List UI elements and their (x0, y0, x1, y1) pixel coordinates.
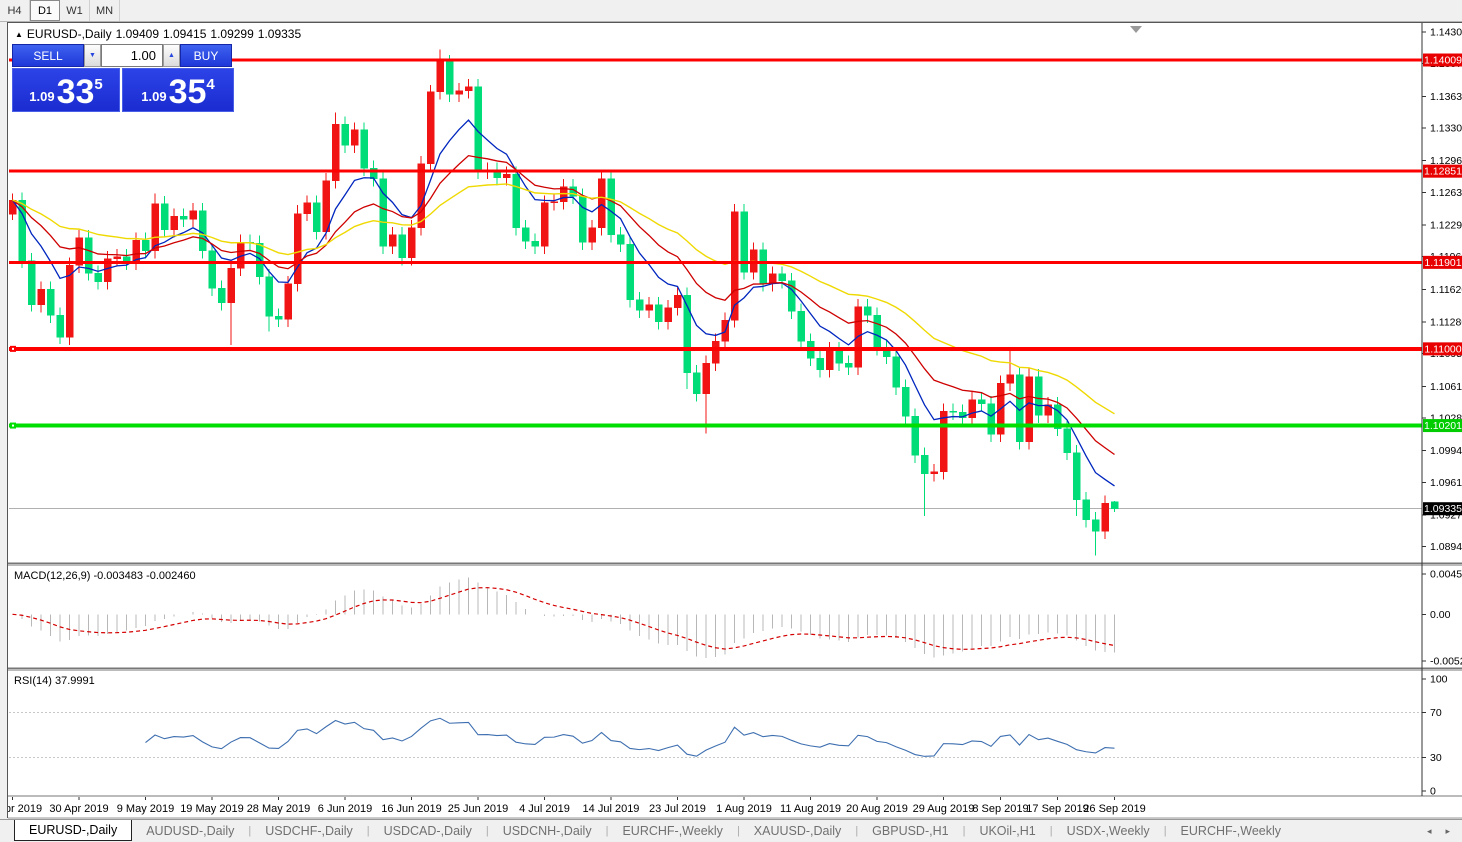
chart-tab-xauusd-daily[interactable]: XAUUSD-,Daily (753, 823, 842, 838)
svg-text:1.09940: 1.09940 (1430, 445, 1462, 457)
chart-tab-usdx-weekly[interactable]: USDX-,Weekly (1066, 823, 1150, 838)
svg-text:30: 30 (1430, 752, 1442, 764)
svg-text:1.11000: 1.11000 (1424, 343, 1461, 355)
open-value: 1.09409 (115, 27, 159, 41)
date-label: 17 Sep 2019 (1026, 803, 1088, 815)
high-value: 1.09415 (163, 27, 207, 41)
chart-tab-audusd-daily[interactable]: AUDUSD-,Daily (146, 823, 235, 838)
svg-text:1.11901: 1.11901 (1424, 257, 1461, 269)
sell-price-sup: 5 (94, 76, 103, 93)
sell-price-big: 33 (56, 73, 95, 111)
date-label: 1 Aug 2019 (716, 803, 772, 815)
date-label: 26 Sep 2019 (1083, 803, 1145, 815)
buy-price-big: 35 (168, 73, 207, 111)
symbol-label: EURUSD-,Daily (26, 27, 112, 41)
trade-panel: SELL ▼ ▲ BUY 1.09 33 5 1.09 35 4 (12, 44, 234, 112)
tab-separator: | (485, 824, 489, 837)
date-label: 16 Jun 2019 (381, 803, 442, 815)
svg-text:0: 0 (1430, 786, 1436, 798)
chart-tab-eurusd-daily[interactable]: EURUSD-,Daily (14, 820, 133, 841)
svg-text:-0.005205: -0.005205 (1430, 656, 1462, 668)
svg-text:1.12630: 1.12630 (1430, 187, 1462, 199)
svg-text:0.00: 0.00 (1430, 609, 1451, 621)
tab-separator: | (605, 824, 609, 837)
sell-price-prefix: 1.09 (29, 89, 55, 104)
tab-separator: | (855, 824, 859, 837)
tab-separator: | (736, 824, 740, 837)
buy-price-sup: 4 (206, 76, 215, 93)
buy-price-prefix: 1.09 (141, 89, 167, 104)
date-label: 11 Aug 2019 (780, 803, 841, 815)
chart-tab-usdcad-daily[interactable]: USDCAD-,Daily (383, 823, 472, 838)
timeframe-button-w1[interactable]: W1 (60, 0, 90, 21)
sell-button[interactable]: SELL (12, 44, 84, 67)
svg-text:70: 70 (1430, 707, 1442, 719)
date-label: 14 Jul 2019 (583, 803, 640, 815)
volume-input[interactable] (101, 44, 163, 67)
date-label: 28 May 2019 (247, 803, 311, 815)
buy-button[interactable]: BUY (180, 44, 232, 67)
volume-decrease-button[interactable]: ▼ (84, 44, 101, 67)
svg-text:1.12290: 1.12290 (1430, 220, 1462, 232)
close-value: 1.09335 (257, 27, 302, 41)
svg-text:1.14009: 1.14009 (1424, 55, 1462, 67)
chart-tab-ukoil-h1[interactable]: UKOil-,H1 (979, 823, 1036, 838)
svg-text:1.10201: 1.10201 (1424, 420, 1462, 432)
date-label: 8 Sep 2019 (972, 803, 1028, 815)
tabs-scroll-left-icon[interactable]: ◂ (1426, 825, 1432, 836)
tabs-scroll-right-icon[interactable]: ▸ (1445, 825, 1450, 836)
volume-increase-button[interactable]: ▲ (163, 44, 180, 67)
date-label: 4 Jul 2019 (519, 803, 570, 815)
chart-tab-eurchf-weekly[interactable]: EURCHF-,Weekly (1180, 823, 1282, 838)
svg-text:1.12960: 1.12960 (1430, 155, 1462, 167)
timeframe-button-mn[interactable]: MN (90, 0, 120, 21)
date-label: 21 Apr 2019 (8, 803, 42, 815)
date-label: 29 Aug 2019 (913, 803, 975, 815)
svg-text:1.13300: 1.13300 (1430, 123, 1462, 135)
chart-shift-marker-icon[interactable] (1130, 26, 1142, 33)
svg-text:1.09610: 1.09610 (1430, 477, 1462, 489)
svg-text:1.14300: 1.14300 (1430, 27, 1462, 39)
buy-price-box[interactable]: 1.09 35 4 (122, 68, 234, 112)
date-label: 9 May 2019 (117, 803, 174, 815)
svg-text:1.12851: 1.12851 (1424, 166, 1462, 178)
chart-tab-eurchf-weekly[interactable]: EURCHF-,Weekly (622, 823, 723, 838)
chart-tab-usdchf-daily[interactable]: USDCHF-,Daily (265, 823, 353, 838)
collapse-triangle-icon[interactable]: ▲ (15, 30, 23, 39)
svg-text:1.09270: 1.09270 (1430, 509, 1462, 521)
svg-text:1.08940: 1.08940 (1430, 541, 1462, 553)
price-chart[interactable]: 1.143001.139701.136301.133001.129601.126… (8, 23, 1462, 819)
sell-price-box[interactable]: 1.09 33 5 (12, 68, 120, 112)
macd-label: MACD(12,26,9) -0.003483 -0.002460 (14, 570, 196, 582)
date-label: 30 Apr 2019 (49, 803, 108, 815)
rsi-label: RSI(14) 37.9991 (14, 675, 95, 687)
svg-text:1.10610: 1.10610 (1430, 381, 1462, 393)
svg-text:100: 100 (1430, 674, 1448, 686)
tab-separator: | (248, 824, 252, 837)
chart-tab-bar: EURUSD-,Daily AUDUSD-,Daily | USDCHF-,Daily… (0, 819, 1462, 841)
chart-window: 1.143001.139701.136301.133001.129601.126… (7, 22, 1462, 819)
date-label: 25 Jun 2019 (448, 803, 509, 815)
date-label: 19 May 2019 (180, 803, 244, 815)
chart-title: ▲ EURUSD-,Daily 1.09409 1.09415 1.09299 1.093… (15, 27, 305, 41)
tab-separator: | (366, 824, 370, 837)
timeframe-button-h4[interactable]: H4 (0, 0, 30, 21)
date-label: 23 Jul 2019 (649, 803, 706, 815)
chart-tab-usdcnh-daily[interactable]: USDCNH-,Daily (502, 823, 592, 838)
tab-separator: | (1163, 824, 1167, 837)
svg-text:1.11280: 1.11280 (1430, 316, 1462, 328)
svg-text:1.11620: 1.11620 (1430, 284, 1462, 296)
tab-separator: | (1049, 824, 1053, 837)
tab-separator: | (962, 824, 966, 837)
svg-text:1.09335: 1.09335 (1424, 503, 1462, 515)
svg-text:0.004536: 0.004536 (1430, 569, 1462, 581)
svg-text:1.13630: 1.13630 (1430, 91, 1462, 103)
date-label: 20 Aug 2019 (846, 803, 908, 815)
timeframe-toolbar: H4 D1 W1 MN (0, 0, 1462, 22)
chart-tab-gbpusd-h1[interactable]: GBPUSD-,H1 (872, 823, 949, 838)
low-value: 1.09299 (210, 27, 254, 41)
date-label: 6 Jun 2019 (318, 803, 372, 815)
timeframe-button-d1[interactable]: D1 (30, 0, 60, 21)
